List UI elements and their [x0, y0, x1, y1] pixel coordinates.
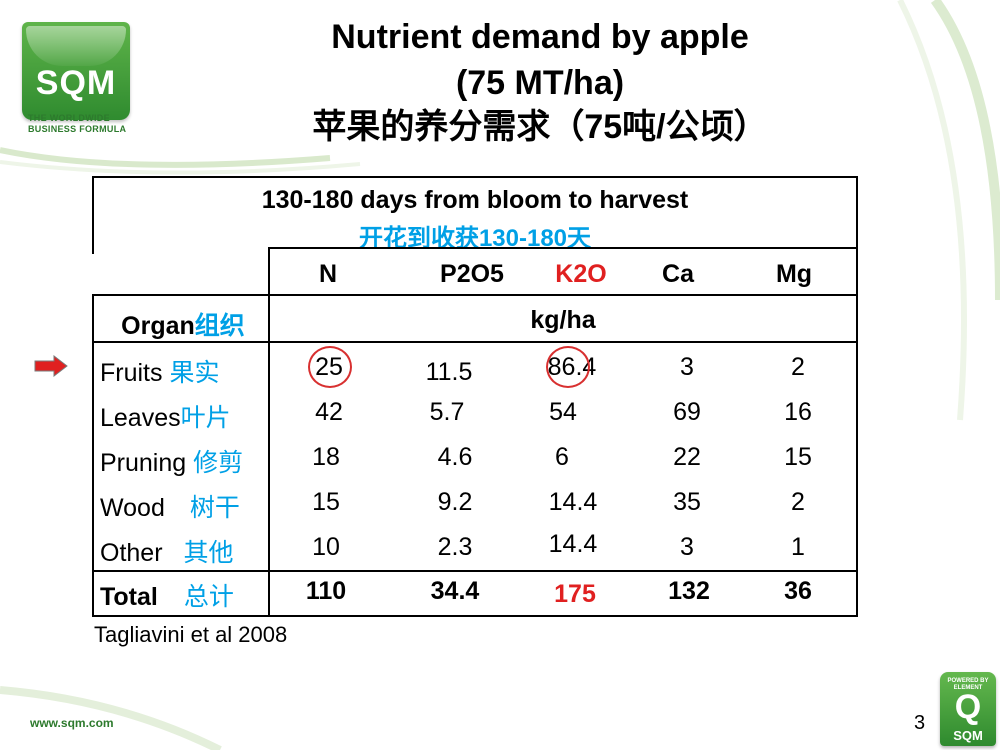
cell-total-ca: 132	[668, 577, 710, 605]
cell-pruning-k2o: 6	[555, 443, 569, 471]
organ-cn: 其他	[183, 539, 234, 567]
tagline-line-2: BUSINESS FORMULA	[28, 124, 127, 134]
row-label-total: Total 总计	[100, 577, 234, 613]
organ-en: Pruning	[100, 449, 194, 477]
header-ca: Ca	[662, 260, 694, 288]
footer-url: www.sqm.com	[30, 716, 114, 730]
table-caption: 130-180 days from bloom to harvest	[261, 186, 689, 214]
slide-subtitle-yield: (75 MT/ha)	[455, 64, 625, 102]
cell-wood-p2o5: 9.2	[437, 488, 473, 516]
row-label-pruning: Pruning 修剪	[100, 443, 243, 479]
logo-tagline: THE WORLDWIDE BUSINESS FORMULA	[28, 113, 126, 135]
organ-en: Other	[100, 539, 170, 567]
badge-brand: SQM	[953, 728, 983, 743]
cell-leaves-ca: 69	[673, 398, 701, 426]
cell-other-ca: 3	[680, 533, 694, 561]
cell-leaves-p2o5: 5.7	[429, 398, 465, 426]
cell-fruits-mg: 2	[791, 353, 805, 381]
tagline-line-1: THE WORLDWIDE	[28, 113, 110, 123]
organ-header: Organ组织	[96, 306, 270, 342]
cell-fruits-p2o5: 11.5	[425, 358, 473, 386]
cell-total-k2o: 175	[554, 580, 596, 608]
cell-wood-k2o: 14.4	[548, 488, 598, 516]
cell-other-n: 10	[312, 533, 340, 561]
organ-cn: 果实	[169, 359, 220, 387]
logo-text: SQM	[35, 64, 117, 102]
badge-top-text: POWERED BY ELEMENT	[947, 678, 989, 691]
highlight-circle-k2o	[546, 346, 590, 388]
header-mg: Mg	[775, 260, 813, 288]
highlight-circle-n	[308, 346, 352, 388]
cell-leaves-k2o: 54	[549, 398, 577, 426]
right-arrow-icon	[34, 355, 68, 377]
organ-cn: 树干	[189, 494, 240, 522]
sqm-logo: SQM	[22, 22, 130, 120]
organ-header-en: Organ	[121, 312, 195, 340]
cell-other-k2o: 14.4	[548, 530, 598, 558]
unit-label: kg/ha	[530, 306, 596, 334]
row-label-leaves: Leaves叶片	[100, 398, 231, 434]
header-p2o5: P2O5	[440, 260, 504, 288]
source-citation: Tagliavini et al 2008	[94, 622, 288, 647]
cell-leaves-mg: 16	[784, 398, 812, 426]
cell-total-n: 110	[305, 577, 347, 605]
page-number: 3	[914, 712, 926, 734]
organ-header-cn: 组织	[194, 312, 245, 340]
cell-wood-ca: 35	[673, 488, 701, 516]
cell-pruning-ca: 22	[673, 443, 701, 471]
cell-other-mg: 1	[791, 533, 805, 561]
cell-pruning-n: 18	[312, 443, 340, 471]
cell-total-p2o5: 34.4	[430, 577, 480, 605]
cell-leaves-n: 42	[315, 398, 343, 426]
organ-cn: 修剪	[193, 449, 244, 477]
header-k2o: K2O	[555, 260, 607, 288]
cell-other-p2o5: 2.3	[437, 533, 473, 561]
badge-letter: Q	[954, 688, 982, 726]
header-n: N	[318, 260, 338, 288]
logo-shine	[26, 26, 126, 66]
cell-pruning-p2o5: 4.6	[437, 443, 473, 471]
cell-total-mg: 36	[784, 577, 812, 605]
organ-cn: 叶片	[180, 404, 231, 432]
cell-pruning-mg: 15	[784, 443, 812, 471]
organ-en: Fruits	[100, 359, 170, 387]
organ-en: Wood	[100, 494, 172, 522]
slide-title-chinese: 苹果的养分需求（75吨/公顷）	[312, 108, 768, 146]
row-label-other: Other 其他	[100, 533, 234, 569]
cell-wood-n: 15	[312, 488, 340, 516]
row-label-wood: Wood 树干	[100, 488, 240, 524]
slide-title: Nutrient demand by apple	[331, 18, 749, 56]
powered-by-badge: POWERED BY ELEMENT Q SQM	[940, 672, 996, 746]
row-label-fruits: Fruits 果实	[100, 353, 219, 389]
organ-cn: 总计	[183, 583, 234, 611]
organ-en: Total	[100, 583, 158, 611]
organ-en: Leaves	[100, 404, 181, 432]
cell-wood-mg: 2	[791, 488, 805, 516]
cell-fruits-ca: 3	[680, 353, 694, 381]
